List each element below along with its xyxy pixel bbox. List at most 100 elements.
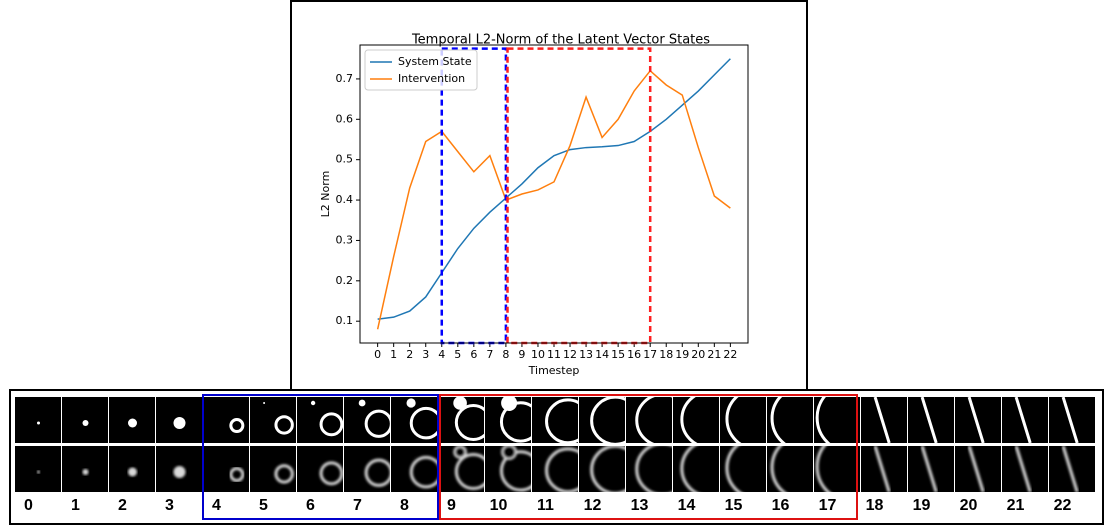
- frame-label: 12: [584, 497, 602, 514]
- frame-label: 2: [118, 497, 127, 514]
- frame-label: 21: [1007, 497, 1025, 514]
- blob: [37, 421, 40, 425]
- frame-content: [770, 397, 786, 443]
- frame-content: [82, 420, 89, 426]
- ring: [319, 412, 343, 437]
- streak: [967, 446, 985, 492]
- frame-bg: [203, 446, 249, 492]
- line-series: [377, 58, 731, 320]
- dot: [358, 448, 366, 456]
- frame-content: [499, 397, 531, 443]
- frame-bg: [250, 397, 296, 443]
- line-series: [376, 69, 731, 330]
- y-axis-label: L2 Norm: [319, 171, 332, 218]
- dot: [406, 447, 416, 457]
- ring: [229, 418, 245, 434]
- frame-bg: [15, 397, 61, 443]
- ring: [229, 467, 245, 483]
- frame-content: [770, 446, 786, 492]
- frame-content: [1061, 446, 1079, 492]
- frame-bg: [955, 446, 1001, 492]
- frame-content: [590, 397, 625, 443]
- frame-bg: [1002, 397, 1048, 443]
- frame-content: [873, 446, 891, 492]
- legend-label: Intervention: [398, 72, 465, 85]
- frame-content: [967, 446, 985, 492]
- x-tick-label: 21: [707, 348, 721, 361]
- frame-bg: [62, 397, 108, 443]
- frame-label: 1: [71, 497, 80, 514]
- frame-content: [128, 418, 137, 428]
- frame-content: [725, 397, 742, 443]
- frame-label: 14: [678, 497, 696, 514]
- ring: [680, 397, 698, 443]
- x-tick-label: 6: [470, 348, 477, 361]
- frame-content: [545, 447, 578, 492]
- x-tick-label: 16: [627, 348, 641, 361]
- frame-label: 3: [165, 497, 174, 514]
- ring: [499, 401, 531, 443]
- frame-label: 10: [490, 497, 508, 514]
- ring: [499, 450, 531, 492]
- frame-label: 9: [447, 497, 456, 514]
- y-tick-label: 0.1: [336, 314, 354, 327]
- frame-label: 8: [400, 497, 409, 514]
- ring: [770, 397, 786, 443]
- frame-content: [815, 446, 831, 492]
- blob: [82, 469, 89, 475]
- y-tick-label: 0.6: [336, 112, 354, 125]
- dot: [310, 449, 316, 455]
- streak: [1061, 397, 1079, 443]
- x-tick-label: 7: [486, 348, 493, 361]
- frame-content: [1014, 446, 1032, 492]
- x-tick-label: 8: [502, 348, 509, 361]
- chart-title: Temporal L2-Norm of the Latent Vector St…: [411, 33, 710, 48]
- y-tick-label: 0.4: [336, 193, 354, 206]
- frame-bg: [297, 397, 343, 443]
- frame-content: [82, 469, 89, 475]
- frame-label: 20: [960, 497, 978, 514]
- frame-content: [967, 397, 985, 443]
- frame-label: 5: [259, 497, 268, 514]
- x-tick-label: 9: [518, 348, 525, 361]
- x-tick-label: 14: [595, 348, 609, 361]
- streak: [920, 446, 938, 492]
- frame-content: [263, 451, 294, 484]
- ring: [364, 458, 390, 487]
- ring: [319, 461, 343, 486]
- x-tick-label: 19: [675, 348, 689, 361]
- x-tick-label: 18: [659, 348, 673, 361]
- highlight-region: [506, 47, 652, 345]
- streak: [920, 397, 938, 443]
- frame-bg: [1049, 397, 1095, 443]
- frame-content: [499, 446, 531, 492]
- frame-bg: [861, 397, 907, 443]
- x-tick-label: 10: [531, 348, 545, 361]
- legend-box: [364, 49, 478, 91]
- y-tick-label: 0.5: [336, 153, 354, 166]
- frame-bg: [297, 446, 343, 492]
- x-axis-label: Timestep: [528, 364, 580, 377]
- red-group: [439, 394, 858, 520]
- frame-bg: [673, 397, 719, 443]
- frame-content: [680, 446, 698, 492]
- frame-label: 19: [913, 497, 931, 514]
- frame-content: [635, 397, 672, 443]
- frame-content: [453, 446, 484, 491]
- frame-bg: [955, 397, 1001, 443]
- dot: [501, 446, 518, 460]
- x-tick-label: 3: [422, 348, 429, 361]
- frame-bg: [908, 397, 954, 443]
- frame-label: 4: [212, 497, 221, 514]
- frame-label: 17: [819, 497, 837, 514]
- ring: [274, 415, 294, 435]
- frame-content: [406, 447, 437, 489]
- frame-label: 15: [725, 497, 743, 514]
- frame-content: [37, 470, 40, 474]
- frame-label: 22: [1054, 497, 1072, 514]
- frame-bg: [579, 397, 625, 443]
- frame-label: 13: [631, 497, 649, 514]
- frame-bg: [1049, 446, 1095, 492]
